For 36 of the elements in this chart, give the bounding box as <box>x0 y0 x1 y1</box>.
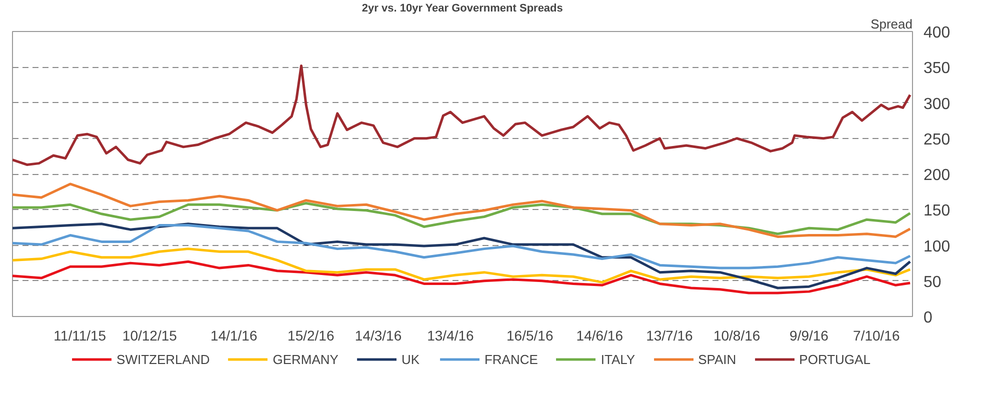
x-tick-label: 13/7/16 <box>646 328 694 344</box>
y-tick-label: 100 <box>924 238 950 256</box>
y-axis-title: Spread <box>870 16 912 32</box>
x-tick-label: 7/10/16 <box>853 328 900 344</box>
y-tick-label: 50 <box>924 274 942 291</box>
legend-label: UK <box>401 352 421 366</box>
y-tick-label: 0 <box>924 310 932 326</box>
x-tick-label: 10/8/16 <box>713 328 760 344</box>
x-tick-label: 9/9/16 <box>790 328 829 344</box>
y-tick-label: 350 <box>924 60 950 78</box>
x-tick-label: 11/11/15 <box>54 328 106 344</box>
y-tick-label: 250 <box>924 131 950 148</box>
chart-title: 2yr vs. 10yr Year Government Spreads <box>362 2 563 14</box>
y-tick-label: 300 <box>924 96 950 113</box>
y-tick-label: 200 <box>924 167 950 184</box>
x-tick-label: 10/12/15 <box>122 328 178 344</box>
legend-label: PORTUGAL <box>799 352 870 366</box>
line-series <box>12 182 912 238</box>
x-tick-label: 14/6/16 <box>576 328 624 344</box>
legend-label: SWITZERLAND <box>116 352 210 366</box>
line-series <box>12 64 912 166</box>
y-tick-label: 400 <box>924 24 950 42</box>
y-tick-label: 150 <box>924 202 950 220</box>
x-tick-label: 16/5/16 <box>506 328 554 344</box>
x-tick-label: 14/3/16 <box>354 328 402 344</box>
line-series <box>12 222 912 290</box>
legend-label: ITALY <box>600 352 636 366</box>
x-tick-label: 15/2/16 <box>288 328 334 344</box>
x-tick-label: 13/4/16 <box>427 328 474 344</box>
legend-label: SPAIN <box>698 352 736 366</box>
line-series <box>12 224 912 270</box>
x-tick-label: 14/1/16 <box>210 328 258 344</box>
legend-label: GERMANY <box>272 352 338 366</box>
line-series <box>12 260 912 294</box>
legend-label: FRANCE <box>484 352 538 366</box>
line-series <box>12 248 912 284</box>
